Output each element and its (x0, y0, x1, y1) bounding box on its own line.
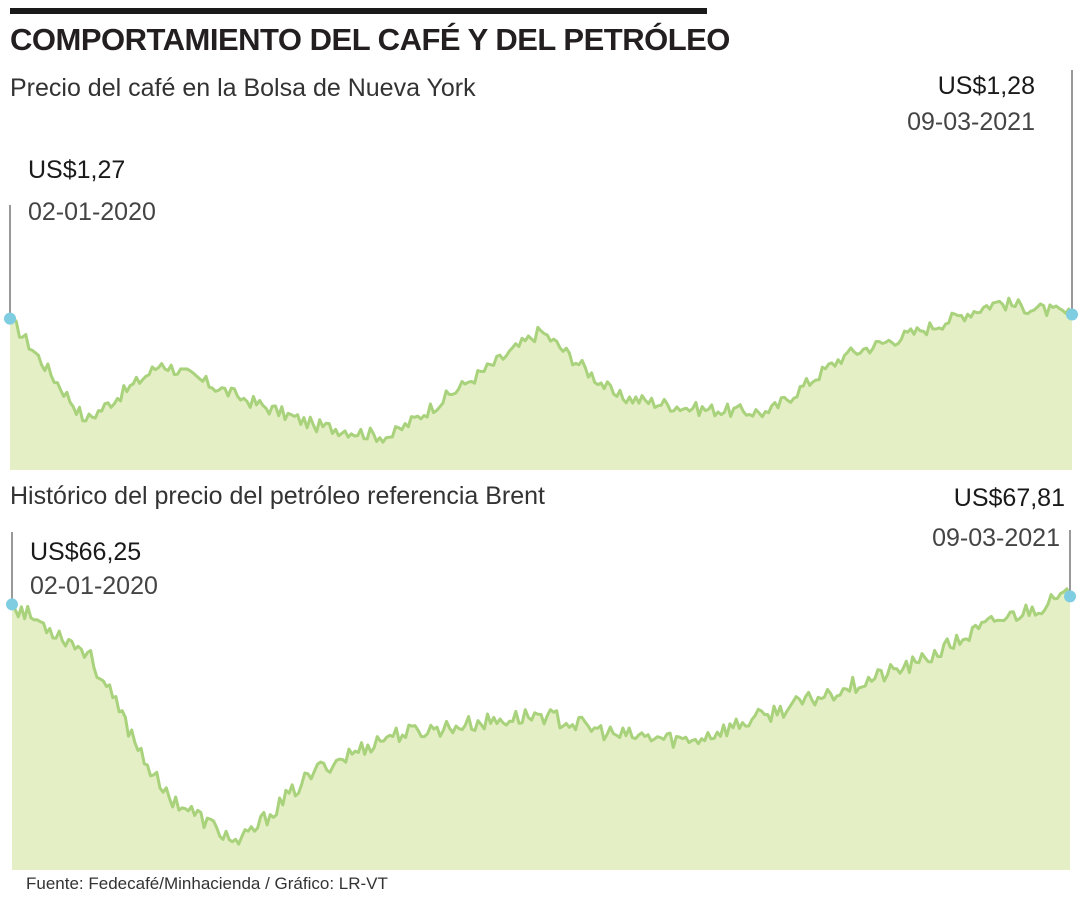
series-line-0 (9, 296, 1074, 444)
oil-end-value: US$67,81 (953, 484, 1065, 512)
series-line-1 (10, 587, 1072, 846)
source-note: Fuente: Fedecafé/Minhacienda / Gráfico: … (26, 874, 388, 893)
coffee-end-value: US$1,28 (937, 72, 1035, 100)
series-area-1 (12, 588, 1070, 870)
oil-chart-subtitle: Histórico del precio del petróleo refere… (10, 482, 545, 510)
start-marker-1 (6, 598, 18, 611)
start-marker-0 (4, 312, 16, 325)
oil-end-date: 09-03-2021 (932, 524, 1060, 552)
page-title: COMPORTAMIENTO DEL CAFÉ Y DEL PETRÓLEO (10, 22, 730, 57)
series-area-0 (10, 298, 1072, 470)
coffee-start-date: 02-01-2020 (28, 198, 156, 226)
end-marker-0 (1066, 308, 1078, 321)
oil-start-value: US$66,25 (30, 538, 142, 566)
end-marker-1 (1064, 590, 1076, 603)
coffee-end-date: 09-03-2021 (907, 108, 1035, 136)
coffee-chart-subtitle: Precio del café en la Bolsa de Nueva Yor… (10, 74, 476, 102)
title-rule (10, 8, 707, 14)
oil-start-date: 02-01-2020 (30, 572, 158, 600)
coffee-start-value: US$1,27 (28, 156, 126, 184)
